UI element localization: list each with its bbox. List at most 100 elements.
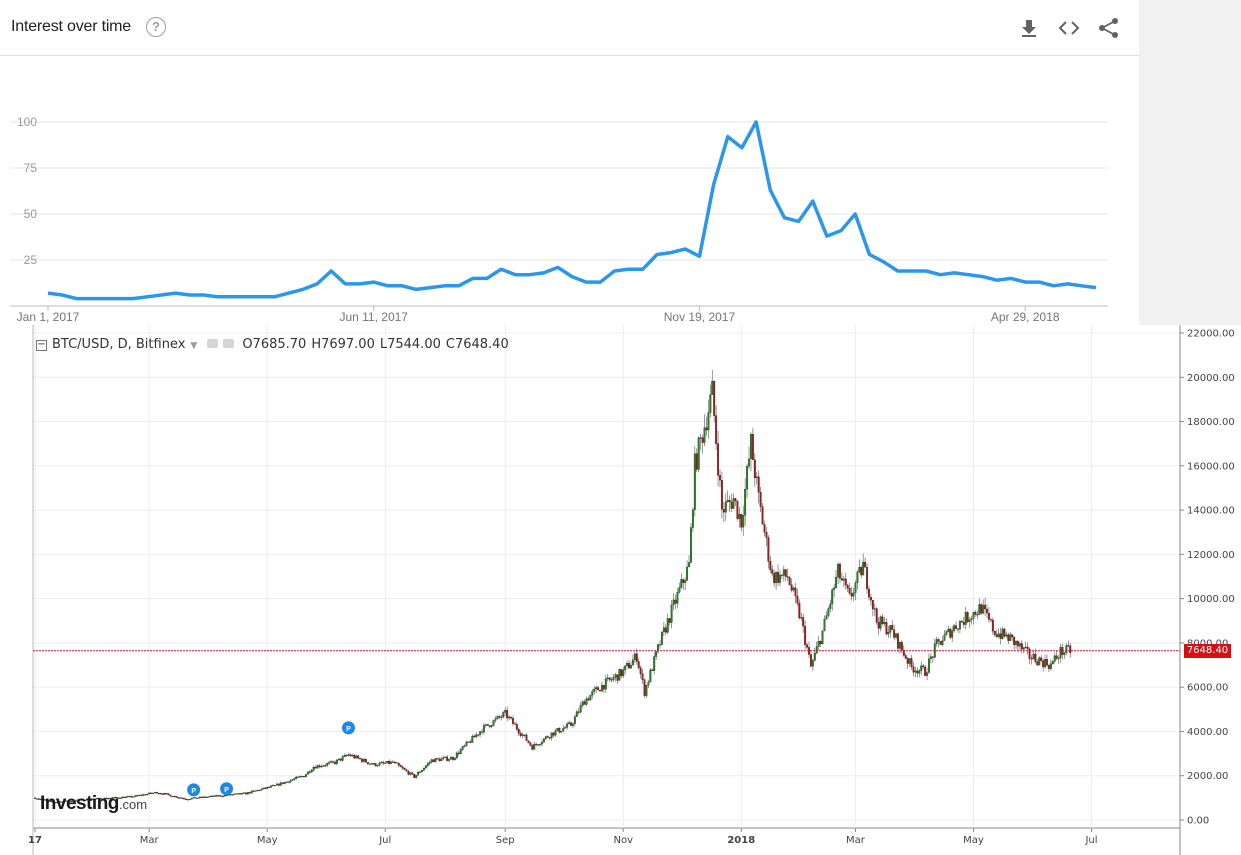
event-marker-icon[interactable]: P: [341, 721, 355, 735]
candle: [554, 728, 557, 738]
candle: [192, 797, 195, 799]
candle: [130, 795, 133, 798]
candle: [624, 665, 627, 675]
candle: [434, 758, 437, 763]
candle: [678, 582, 681, 594]
candle: [59, 801, 62, 803]
candle: [775, 571, 778, 590]
candle: [140, 794, 143, 797]
candle: [212, 795, 214, 798]
candle: [1024, 641, 1027, 649]
candle: [343, 753, 346, 758]
candle: [333, 760, 336, 766]
candle: [262, 787, 265, 790]
eye-icon[interactable]: [207, 339, 219, 348]
embed-code-icon[interactable]: [1058, 17, 1080, 39]
chevron-down-icon[interactable]: ▼: [190, 341, 198, 351]
candle: [304, 773, 307, 778]
candle: [868, 585, 870, 601]
candle: [1018, 641, 1021, 651]
candle: [674, 594, 677, 610]
event-marker-icon[interactable]: P: [187, 783, 201, 797]
candle: [881, 613, 884, 626]
candle: [179, 797, 182, 799]
candle: [293, 777, 296, 781]
candle: [513, 721, 516, 725]
candle: [390, 760, 392, 765]
candle: [866, 563, 869, 594]
candle: [490, 724, 493, 729]
collapse-legend-icon[interactable]: −: [36, 339, 47, 351]
event-marker-icon[interactable]: P: [220, 782, 234, 796]
candle: [1044, 654, 1047, 669]
candle: [123, 796, 125, 798]
candle: [684, 577, 687, 590]
candle: [254, 790, 257, 792]
x-tick-label: Mar: [846, 835, 866, 846]
svg-text:P: P: [191, 788, 196, 795]
candle: [457, 750, 460, 757]
candle: [957, 628, 959, 633]
candle: [794, 582, 797, 604]
candle: [871, 599, 874, 617]
candle: [945, 630, 948, 636]
candle: [482, 723, 485, 735]
candle: [968, 617, 971, 628]
candle: [450, 755, 452, 760]
candle: [186, 799, 189, 801]
candle: [239, 793, 242, 795]
candle: [657, 643, 660, 654]
candle: [368, 763, 371, 766]
download-icon[interactable]: [1018, 17, 1040, 39]
candle: [738, 506, 741, 528]
candle: [196, 797, 199, 799]
settings-icon[interactable]: [223, 339, 235, 348]
candle: [335, 759, 338, 766]
candle: [111, 796, 114, 799]
candle: [57, 801, 60, 803]
candle: [413, 773, 416, 779]
candle: [1009, 631, 1012, 641]
candle: [384, 761, 387, 764]
candle: [94, 798, 96, 800]
candle: [556, 728, 559, 732]
x-tick-label: Jun 11, 2017: [339, 310, 408, 324]
help-circle-icon[interactable]: ?: [146, 17, 166, 37]
candle: [610, 676, 613, 683]
candle: [614, 672, 617, 682]
y-tick-label: 2000.00: [1187, 771, 1228, 782]
candle: [651, 668, 654, 672]
candle: [49, 800, 52, 802]
candle: [397, 762, 400, 767]
candle: [452, 755, 454, 762]
candle: [515, 721, 518, 732]
candle: [879, 615, 882, 632]
candle: [750, 432, 752, 472]
candle: [670, 600, 673, 629]
candle: [693, 446, 696, 517]
candle: [152, 792, 154, 794]
symbol-label[interactable]: BTC/USD, D, Bitfinex: [52, 337, 186, 352]
candle: [1053, 652, 1056, 664]
candle: [560, 730, 563, 733]
candle: [243, 792, 245, 794]
candle: [1059, 644, 1062, 663]
candle: [771, 565, 774, 577]
candle: [722, 501, 725, 523]
candle: [171, 796, 174, 798]
candle: [1065, 643, 1068, 655]
candle: [873, 603, 876, 616]
candle: [105, 797, 108, 799]
candle: [978, 598, 981, 615]
candle: [848, 582, 851, 596]
candle: [949, 627, 952, 640]
candle: [1005, 631, 1008, 638]
candle: [150, 792, 153, 795]
share-icon[interactable]: [1098, 17, 1120, 39]
candle: [167, 793, 170, 796]
candle: [326, 762, 329, 768]
candle: [635, 648, 638, 665]
candle: [533, 741, 536, 750]
candle: [993, 630, 996, 637]
candle: [109, 797, 112, 800]
